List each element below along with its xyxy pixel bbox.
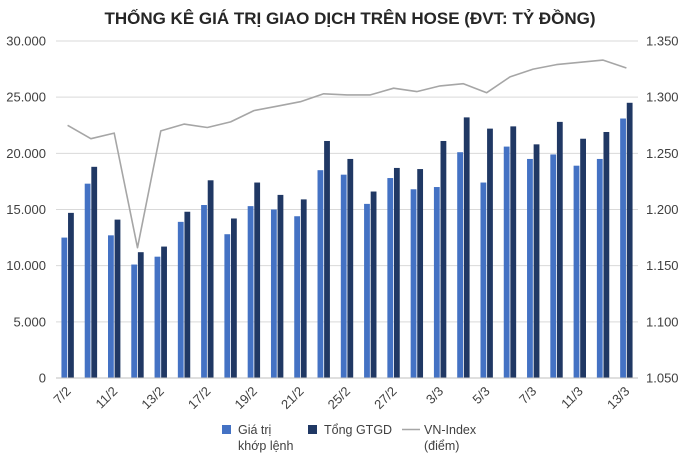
x-tick-label: 19/2	[231, 384, 260, 413]
vn-index-line	[67, 59, 627, 249]
bar-tong-gtgd	[137, 252, 144, 378]
bar-tong-gtgd	[114, 219, 121, 378]
bar-gia-tri-khop-lenh	[573, 165, 580, 378]
bar-gia-tri-khop-lenh	[340, 174, 347, 378]
y-right-tick-label: 1.350	[646, 34, 679, 49]
bar-tong-gtgd	[184, 211, 191, 378]
bar-tong-gtgd	[556, 121, 563, 378]
bar-gia-tri-khop-lenh	[84, 183, 91, 378]
y-left-tick-label: 30.000	[6, 34, 46, 49]
bar-tong-gtgd	[231, 218, 237, 378]
bar-gia-tri-khop-lenh	[480, 182, 487, 378]
y-left-tick-label: 15.000	[6, 202, 46, 217]
y-right-tick-label: 1.050	[646, 371, 679, 386]
x-tick-label: 5/3	[469, 384, 492, 407]
bar-gia-tri-khop-lenh	[620, 118, 626, 378]
y-right-tick-label: 1.200	[646, 202, 679, 217]
bar-gia-tri-khop-lenh	[550, 154, 557, 378]
bar-gia-tri-khop-lenh	[154, 256, 161, 378]
bar-gia-tri-khop-lenh	[224, 234, 231, 378]
bar-tong-gtgd	[603, 131, 610, 378]
bar-tong-gtgd	[277, 194, 284, 378]
bar-tong-gtgd	[68, 212, 74, 378]
bar-gia-tri-khop-lenh	[527, 158, 533, 378]
bar-tong-gtgd	[510, 126, 517, 378]
bar-tong-gtgd	[324, 140, 330, 378]
y-left-tick-label: 20.000	[6, 146, 46, 161]
legend-label: (điểm)	[424, 439, 459, 453]
bar-tong-gtgd	[254, 182, 261, 378]
bar-tong-gtgd	[370, 191, 377, 378]
bar-tong-gtgd	[440, 140, 447, 378]
x-tick-label: 11/2	[93, 384, 121, 412]
bar-gia-tri-khop-lenh	[131, 264, 138, 378]
bar-tong-gtgd	[300, 199, 307, 378]
legend-swatch	[308, 425, 317, 434]
x-tick-label: 7/3	[516, 384, 539, 407]
x-tick-label: 11/3	[558, 384, 586, 412]
bar-gia-tri-khop-lenh	[270, 209, 277, 378]
y-left-tick-label: 0	[39, 371, 46, 386]
bar-tong-gtgd	[207, 180, 214, 378]
bar-gia-tri-khop-lenh	[108, 235, 114, 378]
bar-gia-tri-khop-lenh	[433, 187, 440, 378]
bar-tong-gtgd	[161, 246, 167, 378]
bar-gia-tri-khop-lenh	[596, 158, 603, 378]
y-right-tick-label: 1.250	[646, 146, 679, 161]
legend-label: VN-Index	[424, 423, 477, 437]
x-tick-label: 27/2	[371, 384, 400, 413]
y-axis-right: 1.050 1.100 1.150 1.200 1.250 1.300 1.350	[646, 34, 679, 386]
bars	[61, 102, 633, 379]
x-tick-label: 3/3	[423, 384, 446, 407]
bar-gia-tri-khop-lenh	[364, 203, 370, 378]
bar-gia-tri-khop-lenh	[457, 152, 463, 378]
chart-title: THỐNG KÊ GIÁ TRỊ GIAO DỊCH TRÊN HOSE (ĐV…	[104, 8, 595, 28]
x-axis: 7/2 11/2 13/2 17/2 19/2 21/2 25/2 27/2 3/3 5/3 7/3…	[50, 377, 638, 413]
y-left-tick-label: 5.000	[13, 314, 46, 329]
x-tick-label: 13/3	[604, 384, 633, 413]
y-right-tick-label: 1.300	[646, 90, 679, 105]
bar-gia-tri-khop-lenh	[177, 221, 184, 378]
legend-label: Tổng GTGD	[324, 423, 392, 437]
grid	[56, 40, 638, 379]
legend-label: Giá trị	[238, 423, 271, 437]
bar-tong-gtgd	[347, 158, 354, 378]
y-right-tick-label: 1.100	[646, 314, 679, 329]
bar-tong-gtgd	[626, 102, 633, 379]
bar-gia-tri-khop-lenh	[61, 237, 68, 378]
x-tick-label: 17/2	[185, 384, 214, 413]
bar-tong-gtgd	[533, 144, 540, 378]
bar-tong-gtgd	[580, 138, 586, 378]
bar-tong-gtgd	[91, 166, 98, 378]
vn-index-polyline	[67, 59, 627, 249]
bar-gia-tri-khop-lenh	[247, 206, 254, 378]
legend: Giá trị khớp lệnh Tổng GTGD VN-Index (điểm)	[222, 423, 477, 453]
legend-label: khớp lệnh	[238, 439, 294, 453]
x-tick-label: 25/2	[325, 384, 354, 413]
y-axis-left: 0 5.000 10.000 15.000 20.000 25.000 30.000	[6, 34, 46, 386]
bar-gia-tri-khop-lenh	[317, 170, 324, 378]
bar-gia-tri-khop-lenh	[387, 178, 394, 378]
bar-gia-tri-khop-lenh	[201, 205, 207, 378]
y-left-tick-label: 10.000	[6, 258, 46, 273]
bar-gia-tri-khop-lenh	[294, 216, 301, 378]
bar-gia-tri-khop-lenh	[503, 146, 510, 378]
bar-tong-gtgd	[487, 128, 493, 378]
y-left-tick-label: 25.000	[6, 90, 46, 105]
x-tick-label: 13/2	[138, 384, 167, 413]
bar-gia-tri-khop-lenh	[410, 189, 417, 378]
x-tick-label: 7/2	[50, 384, 73, 407]
bar-tong-gtgd	[393, 167, 400, 378]
x-tick-label: 21/2	[278, 384, 307, 413]
y-right-tick-label: 1.150	[646, 258, 679, 273]
bar-tong-gtgd	[417, 169, 424, 378]
legend-swatch	[222, 425, 231, 434]
bar-tong-gtgd	[463, 117, 470, 379]
